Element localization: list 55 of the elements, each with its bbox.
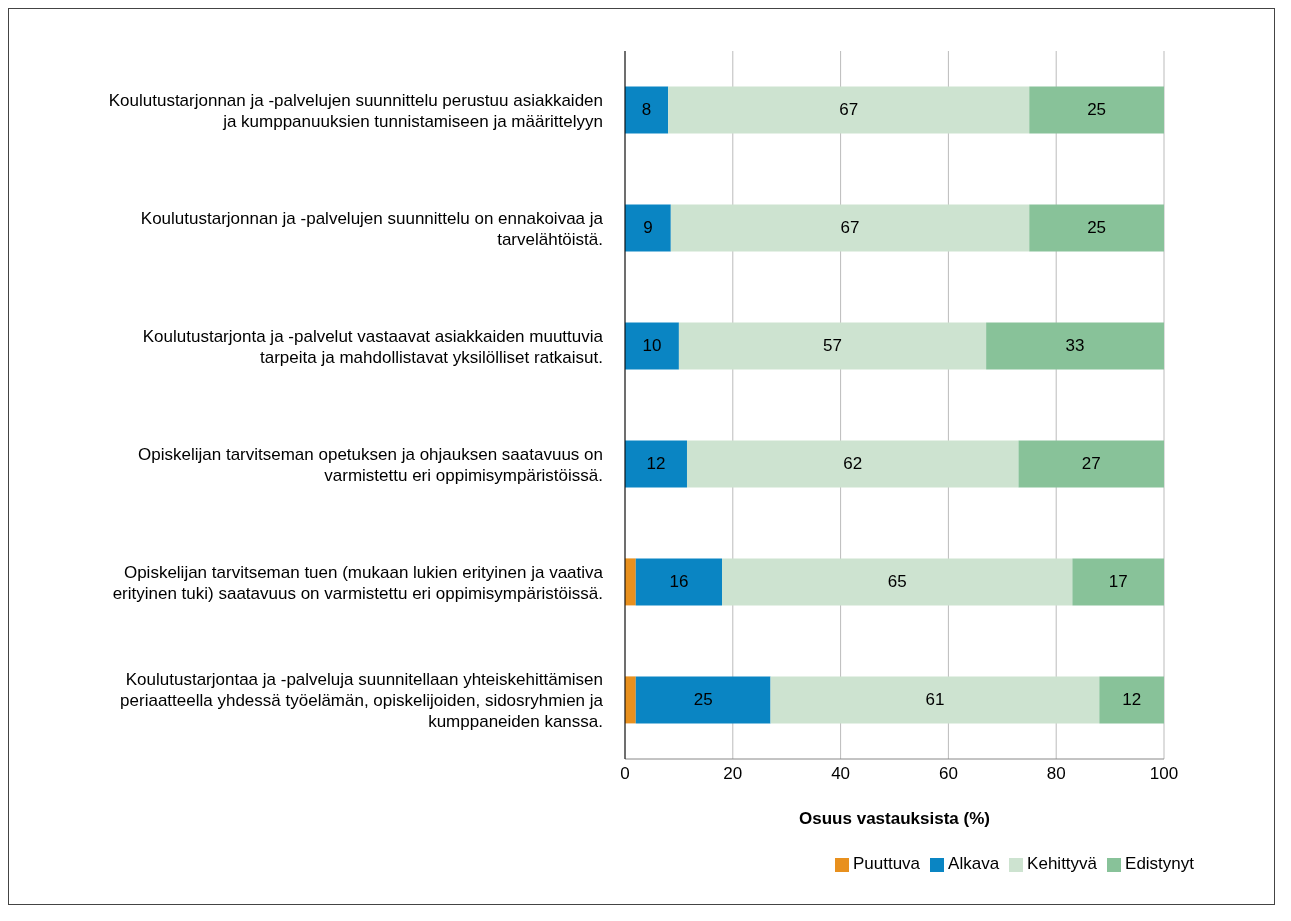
bar (1099, 676, 1164, 724)
bar (625, 86, 669, 134)
y-tick-label: Koulutustarjonnan ja -palvelujen suunnittelu on ennakoivaa ja tarvelähtöistä. (140, 208, 604, 248)
x-tick-label: 20 (723, 764, 743, 784)
y-tick-label: Koulutustarjonta ja -palvelut vastaavat asiakkaiden muuttuvia tarpeita ja mahdollistavat yksilölliset ratkaisut. (142, 326, 604, 366)
x-axis-title: Osuus vastauksista (%) (799, 809, 990, 828)
data-label: 67 (840, 218, 860, 238)
legend-label: Kehittyvä (1027, 854, 1098, 873)
y-tick-label: Koulutustarjonnan ja -palvelujen suunnittelu perustuu asiakkaiden ja kumppanuuksien tunnistamiseen ja määrittelyyn (108, 90, 603, 130)
legend-label: Edistynyt (1125, 854, 1195, 873)
bar (686, 440, 1019, 488)
data-label: 8 (641, 100, 652, 120)
bar (625, 558, 636, 606)
bar (1018, 440, 1164, 488)
bar (625, 322, 679, 370)
bar (986, 322, 1164, 370)
data-label: 65 (887, 572, 907, 592)
bar (1029, 86, 1164, 134)
data-label: 25 (1087, 218, 1107, 238)
x-tick-label: 80 (1046, 764, 1066, 784)
bar (770, 676, 1100, 724)
data-label: 17 (1108, 572, 1128, 592)
data-label: 9 (643, 218, 653, 238)
bar (1072, 558, 1164, 606)
data-label: 33 (1065, 336, 1085, 356)
data-label: 25 (1087, 100, 1107, 120)
x-tick-label: 40 (831, 764, 851, 784)
bar (625, 440, 687, 488)
y-tick-label: Opiskelijan tarvitseman tuen (mukaan lukien erityinen ja vaativa erityinen tuki) saatavuus on varmistettu eri oppimisympäristöissä. (112, 562, 604, 602)
data-label: 27 (1081, 454, 1101, 474)
bar (625, 676, 636, 724)
bar (635, 558, 723, 606)
data-label: 10 (642, 336, 662, 356)
bar (625, 204, 671, 252)
data-label: 25 (693, 690, 713, 710)
bar (635, 676, 771, 724)
x-tick-label: 0 (620, 764, 630, 784)
data-label: 61 (925, 690, 945, 710)
x-tick-label: 60 (938, 764, 958, 784)
legend-label: Puuttuva (852, 854, 921, 873)
data-label: 57 (823, 336, 842, 356)
bar (678, 322, 987, 370)
bar (1029, 204, 1164, 252)
x-tick-label: 100 (1149, 764, 1179, 784)
bar (722, 558, 1073, 606)
bar (668, 86, 1030, 134)
data-label: 67 (839, 100, 859, 120)
data-label: 12 (646, 454, 666, 474)
data-label: 62 (843, 454, 863, 474)
y-tick-label: Koulutustarjontaa ja -palveluja suunnitellaan yhteiskehittämisen periaatteella yhdessä työelämän, opiskelijoiden, sidosryhmien ja kumppaneiden kanssa. (120, 669, 604, 731)
bar (670, 204, 1030, 252)
legend-label: Alkava (948, 854, 1000, 873)
data-label: 12 (1122, 690, 1142, 710)
data-label: 16 (669, 572, 689, 592)
y-tick-label: Opiskelijan tarvitseman opetuksen ja ohjauksen saatavuus on varmistettu eri oppimisympäristöissä. (138, 444, 603, 484)
